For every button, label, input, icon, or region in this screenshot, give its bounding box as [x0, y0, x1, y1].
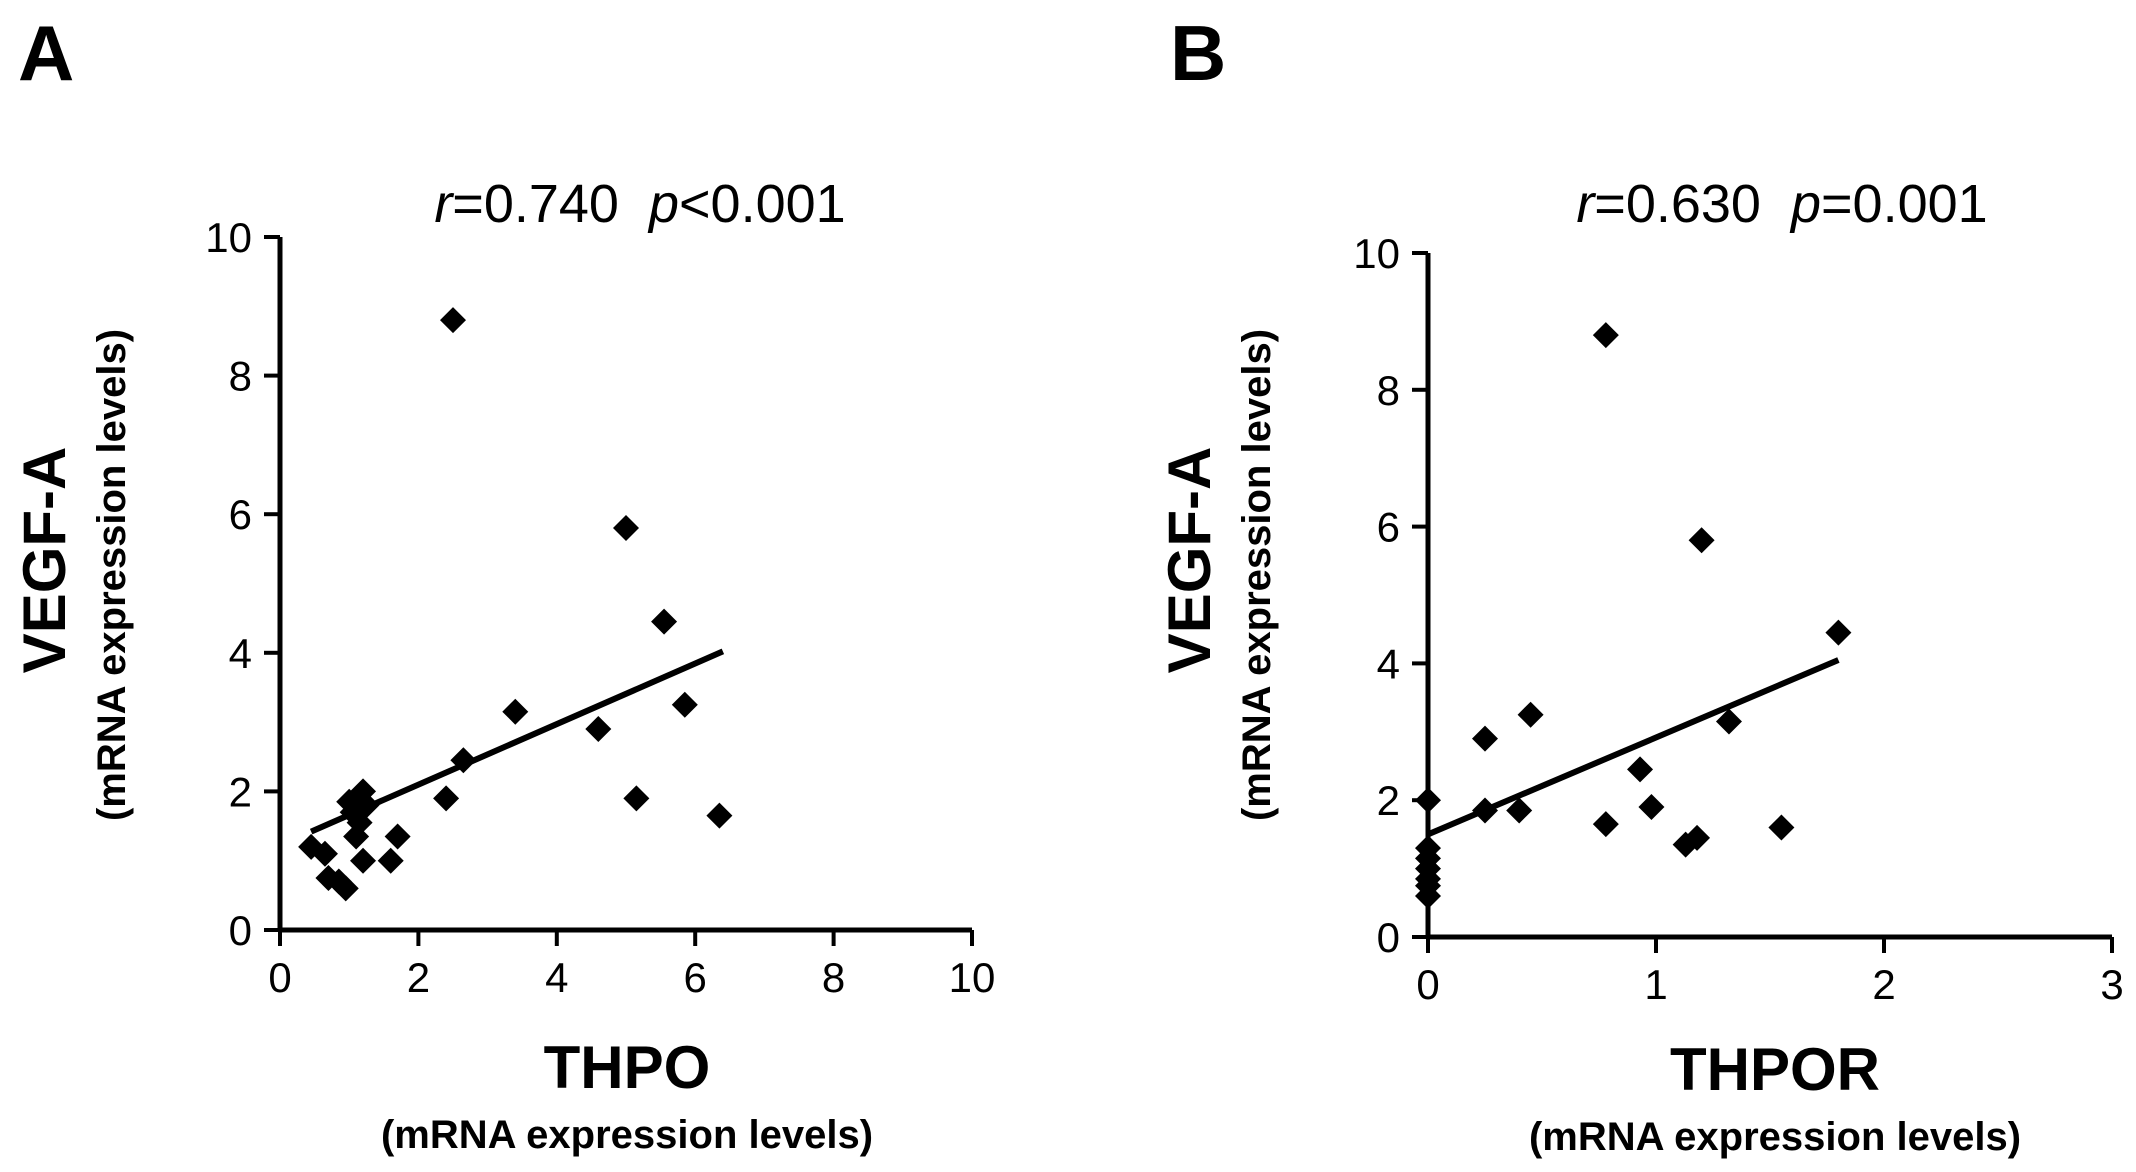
- panel-a-data-point: [353, 792, 380, 819]
- panel-a-data-point: [585, 716, 612, 743]
- panel-a-data-point: [671, 691, 698, 718]
- panel-a-y-label: VEGF-A: [11, 447, 78, 674]
- panel-b-fit-line: [1426, 657, 1840, 838]
- panel-a-x-sublabel: (mRNA expression levels): [381, 1113, 873, 1157]
- panel-a-data-point: [651, 608, 678, 635]
- panel-a-y-sublabel: (mRNA expression levels): [90, 329, 134, 821]
- panel-b-y-tick-label: 8: [1377, 367, 1400, 414]
- panel-a-marks: [298, 307, 733, 902]
- panel-b-data-point: [1715, 708, 1742, 735]
- panel-b-axes: 0 2 4 6 8 10 0 1 2 3: [1353, 230, 2123, 1008]
- panel-a-data-point: [613, 515, 639, 542]
- panel-a-y-tick-label: 8: [229, 353, 252, 400]
- panel-b-data-point: [1688, 527, 1715, 554]
- panel-a-data-point: [332, 875, 359, 902]
- panel-b-data-point: [1768, 814, 1795, 841]
- panel-b-r-label: r: [1576, 174, 1596, 234]
- panel-a-r-label: r: [434, 174, 454, 234]
- panel-b-letter: B: [1170, 9, 1226, 97]
- panel-a-data-point: [350, 847, 377, 874]
- panel-b-marks: [1415, 322, 1852, 909]
- panel-a-fit-line: [309, 648, 725, 835]
- panel-a-y-tick-label: 0: [229, 907, 252, 954]
- panel-b-y-tick-label: 10: [1353, 230, 1400, 277]
- panel-b-r-value: =0.630: [1594, 174, 1761, 234]
- panel-b-y-sublabel: (mRNA expression levels): [1235, 329, 1279, 821]
- panel-a-data-point: [502, 698, 529, 725]
- panel-a-y-tick-label: 10: [205, 214, 252, 261]
- panel-b-data-point: [1506, 797, 1533, 824]
- panel-b: B r=0.630 p=0.001 VEGF-A (mRNA expression…: [1156, 9, 2124, 1159]
- panel-a-x-tick-label: 6: [684, 954, 707, 1001]
- panel-b-x-sublabel: (mRNA expression levels): [1529, 1115, 2021, 1159]
- panel-a-x-tick-label: 2: [407, 954, 430, 1001]
- panel-a-data-point: [440, 307, 466, 334]
- panel-b-data-point: [1472, 725, 1498, 752]
- panel-b-data-point: [1592, 322, 1619, 349]
- panel-a-x-tick-label: 10: [949, 954, 996, 1001]
- panel-b-data-point: [1638, 794, 1665, 821]
- panel-b-p-value: =0.001: [1821, 174, 1988, 234]
- panel-a-x-tick-label: 0: [268, 954, 291, 1001]
- panel-a-y-tick-label: 4: [229, 630, 252, 677]
- panel-b-data-point: [1517, 701, 1544, 728]
- panel-a-data-point: [450, 747, 477, 774]
- panel-a-data-point: [623, 785, 650, 812]
- panel-b-x-tick-label: 1: [1644, 961, 1667, 1008]
- panel-b-data-point: [1684, 824, 1711, 851]
- panel-a-data-point: [377, 847, 404, 874]
- panel-a-p-label: p: [647, 174, 679, 234]
- panel-b-y-tick-label: 0: [1377, 914, 1400, 961]
- panel-a-r-value: =0.740: [452, 174, 619, 234]
- panel-b-data-point: [1825, 619, 1852, 646]
- panel-b-data-point: [1627, 756, 1654, 783]
- panel-b-data-point: [1415, 787, 1441, 814]
- panel-b-y-tick-label: 2: [1377, 777, 1400, 824]
- panel-b-x-label: THPOR: [1670, 1036, 1880, 1103]
- panel-a: A r=0.740 p<0.001 VEGF-A (mRNA expression…: [11, 9, 995, 1157]
- panel-b-data-point: [1415, 882, 1441, 909]
- panel-a-data-point: [706, 802, 733, 829]
- panel-b-y-tick-label: 6: [1377, 504, 1400, 551]
- panel-b-p-label: p: [1789, 174, 1821, 234]
- panel-a-y-tick-label: 6: [229, 491, 252, 538]
- panel-a-p-value: <0.001: [679, 174, 846, 234]
- panel-b-x-tick-label: 2: [1872, 961, 1895, 1008]
- panel-b-stats: r=0.630 p=0.001: [1576, 174, 1987, 234]
- panel-a-data-point: [384, 823, 411, 850]
- panel-a-data-point: [311, 840, 338, 867]
- panel-b-x-tick-label: 3: [2100, 961, 2123, 1008]
- panel-a-data-point: [433, 785, 460, 812]
- panel-b-data-point: [1472, 797, 1498, 824]
- panel-a-stats: r=0.740 p<0.001: [434, 174, 845, 234]
- panel-b-y-label: VEGF-A: [1156, 447, 1223, 674]
- panel-b-x-tick-label: 0: [1416, 961, 1439, 1008]
- panel-b-y-tick-label: 4: [1377, 640, 1400, 687]
- panel-a-letter: A: [18, 9, 74, 97]
- panel-a-y-tick-label: 2: [229, 768, 252, 815]
- panel-a-axes: 0 2 4 6 8 10 0 2 4 6 8 10: [205, 214, 995, 1001]
- panel-a-x-tick-label: 4: [545, 954, 568, 1001]
- panel-a-x-tick-label: 8: [822, 954, 845, 1001]
- panel-b-data-point: [1592, 811, 1619, 838]
- panel-a-x-label: THPO: [544, 1034, 711, 1101]
